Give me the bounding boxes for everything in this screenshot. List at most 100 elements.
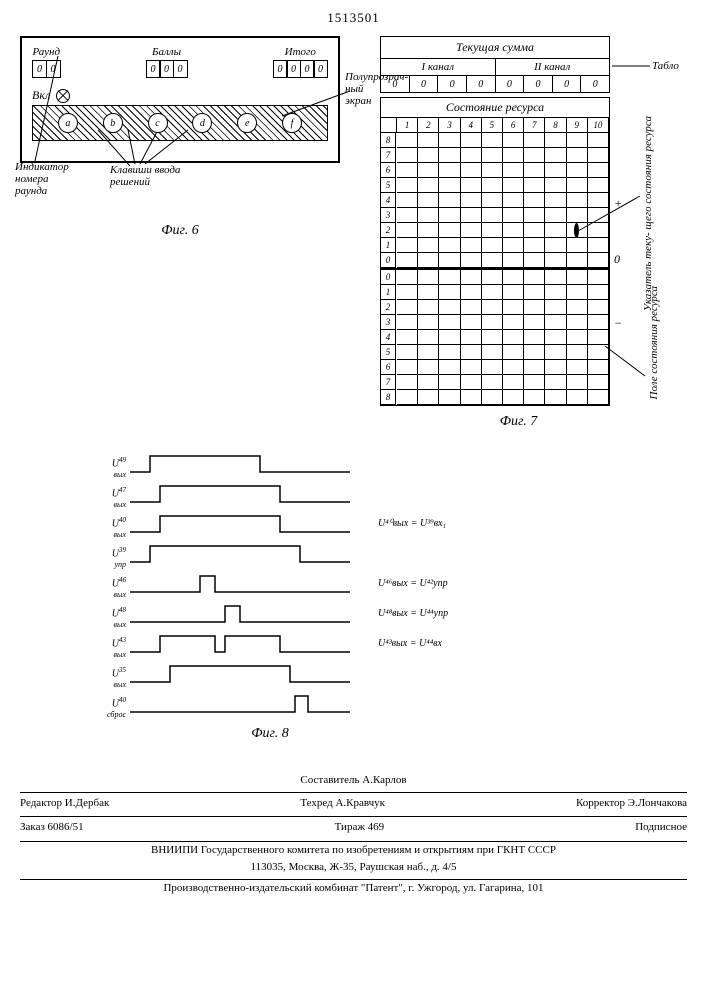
grid-cell (545, 390, 566, 405)
grid-cell (482, 253, 503, 268)
grid-cell (588, 375, 609, 390)
footer: Составитель А.Карлов Редактор И.Дербак Т… (20, 772, 687, 898)
grid-cell (545, 360, 566, 375)
grid-cell (418, 315, 439, 330)
sum-cell: 0 (467, 76, 496, 92)
sum-cell: 0 (524, 76, 553, 92)
grid-cell (439, 270, 460, 285)
grid-cell (567, 315, 588, 330)
grid-cell (524, 345, 545, 360)
row-label: 4 (381, 193, 396, 208)
grid-cell (545, 133, 566, 148)
grid-cell (567, 193, 588, 208)
grid-cell (439, 148, 460, 163)
grid-cell (524, 208, 545, 223)
grid-cell (461, 148, 482, 163)
sum-cell: 0 (553, 76, 582, 92)
grid-cell (397, 193, 418, 208)
grid-cell (588, 300, 609, 315)
grid-cell (482, 390, 503, 405)
key-a: a (58, 113, 78, 133)
fig7-caption: Фиг. 7 (410, 414, 627, 430)
grid-cell (545, 178, 566, 193)
row-label: 6 (381, 360, 396, 375)
row-label: 3 (381, 208, 396, 223)
grid-cell (397, 148, 418, 163)
timing-trace: U40сброс (130, 690, 460, 720)
grid-cell (418, 375, 439, 390)
grid-cell (461, 285, 482, 300)
grid-cell (545, 315, 566, 330)
grid-cell (461, 133, 482, 148)
grid-cell (567, 163, 588, 178)
control-panel: Раунд 0 0 Баллы 0 0 0 (20, 36, 340, 163)
grid-cell (397, 133, 418, 148)
grid-cell (545, 208, 566, 223)
corrector: Корректор Э.Лончакова (576, 795, 687, 813)
row-label: 5 (381, 178, 396, 193)
col-header: 8 (545, 118, 566, 133)
grid-cell (567, 330, 588, 345)
grid-cell (439, 193, 460, 208)
row-label: 1 (381, 285, 396, 300)
grid-cell (524, 178, 545, 193)
grid-cell (418, 270, 439, 285)
grid-cell (397, 270, 418, 285)
printer: Производственно-издательский комбинат "П… (20, 880, 687, 898)
grid-cell (397, 390, 418, 405)
channel-2: II канал (496, 59, 610, 76)
org: ВНИИПИ Государственного комитета по изоб… (20, 842, 687, 877)
grid-cell (461, 253, 482, 268)
grid-cell (439, 238, 460, 253)
grid-cell (524, 300, 545, 315)
grid-cell (461, 193, 482, 208)
grid-cell (545, 375, 566, 390)
grid-cell (482, 178, 503, 193)
grid-cell (439, 360, 460, 375)
col-header: 4 (461, 118, 482, 133)
grid-cell (567, 285, 588, 300)
row-label: 1 (381, 238, 396, 253)
minus-label: − (614, 316, 622, 331)
col-header: 5 (482, 118, 503, 133)
grid-cell (588, 315, 609, 330)
timing-trace: U46выхU⁴⁶вых = U⁴²упр (130, 570, 460, 600)
timing-trace: U40выхU⁴⁰вых = U³⁹вх₁ (130, 510, 460, 540)
grid-cell (418, 178, 439, 193)
grid-cell (439, 390, 460, 405)
grid-cell (524, 315, 545, 330)
grid-cell (524, 390, 545, 405)
channel-1: I канал (381, 59, 496, 76)
grid-cell (418, 300, 439, 315)
row-label: 4 (381, 330, 396, 345)
grid-cell (545, 300, 566, 315)
grid-cell (439, 223, 460, 238)
grid-cell (524, 238, 545, 253)
grid-cell (418, 285, 439, 300)
grid-cell (397, 375, 418, 390)
grid-cell (567, 178, 588, 193)
grid-cell (397, 345, 418, 360)
grid-cell (588, 193, 609, 208)
grid-cell (482, 375, 503, 390)
grid-cell (588, 223, 609, 238)
grid-cell (545, 253, 566, 268)
grid-cell (397, 330, 418, 345)
grid-cell (503, 285, 524, 300)
col-header: 6 (503, 118, 524, 133)
grid-cell (545, 238, 566, 253)
sum-cell: 0 (438, 76, 467, 92)
col-header: 10 (588, 118, 609, 133)
round-digit: 0 (46, 60, 61, 78)
grid-cell (482, 148, 503, 163)
grid-cell (524, 223, 545, 238)
grid-cell (439, 133, 460, 148)
signal-label: U48вых (90, 606, 126, 630)
grid-cell (397, 300, 418, 315)
grid-cell (482, 270, 503, 285)
grid-cell (461, 375, 482, 390)
grid-cell (482, 360, 503, 375)
grid-cell (482, 315, 503, 330)
signal-label: U46вых (90, 576, 126, 600)
grid-cell (397, 178, 418, 193)
